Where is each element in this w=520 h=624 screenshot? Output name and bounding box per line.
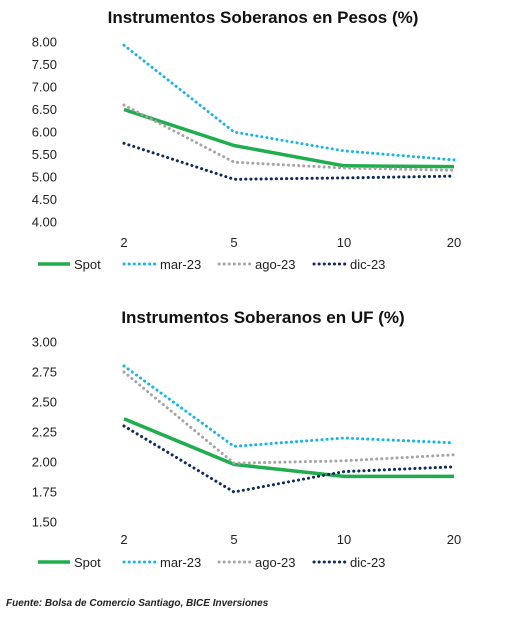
legend-label: dic-23 — [350, 257, 385, 272]
x-tick-label: 5 — [230, 532, 237, 547]
y-tick-label: 2.75 — [32, 365, 57, 380]
y-tick-label: 8.00 — [32, 35, 57, 50]
y-tick-label: 4.50 — [32, 192, 57, 207]
legend-label: ago-23 — [255, 257, 295, 272]
y-tick-label: 2.25 — [32, 425, 57, 440]
x-tick-label: 20 — [447, 235, 461, 250]
series-line-ago-23 — [122, 103, 456, 172]
legend-label: mar-23 — [160, 555, 201, 570]
y-tick-label: 1.75 — [32, 485, 57, 500]
legend-label: ago-23 — [255, 555, 295, 570]
series-line-dic-23 — [122, 424, 456, 494]
series-line-Spot — [123, 417, 454, 479]
chart-title: Instrumentos Soberanos en Pesos (%) — [108, 8, 419, 27]
x-tick-label: 10 — [337, 235, 351, 250]
y-tick-label: 4.00 — [32, 215, 57, 230]
y-tick-label: 5.00 — [32, 170, 57, 185]
series-line-mar-23 — [122, 43, 456, 162]
series-line-ago-23 — [122, 370, 456, 465]
legend-label: mar-23 — [160, 257, 201, 272]
y-tick-label: 7.00 — [32, 80, 57, 95]
series-line-Spot — [123, 107, 455, 169]
x-tick-label: 2 — [120, 235, 127, 250]
x-tick-label: 10 — [337, 532, 351, 547]
chart-title: Instrumentos Soberanos en UF (%) — [121, 308, 404, 327]
y-tick-label: 5.50 — [32, 147, 57, 162]
series-line-dic-23 — [122, 141, 456, 181]
y-tick-label: 6.50 — [32, 102, 57, 117]
legend-label: Spot — [74, 257, 101, 272]
y-tick-label: 7.50 — [32, 57, 57, 72]
x-tick-label: 2 — [120, 532, 127, 547]
legend-label: dic-23 — [350, 555, 385, 570]
y-tick-label: 2.00 — [32, 455, 57, 470]
series-line-mar-23 — [122, 364, 456, 448]
x-tick-label: 20 — [447, 532, 461, 547]
y-tick-label: 6.00 — [32, 125, 57, 140]
source-note: Fuente: Bolsa de Comercio Santiago, BICE… — [6, 598, 269, 609]
y-tick-label: 3.00 — [32, 335, 57, 350]
x-tick-label: 5 — [230, 235, 237, 250]
y-tick-label: 1.50 — [32, 515, 57, 530]
y-tick-label: 2.50 — [32, 395, 57, 410]
legend-label: Spot — [74, 555, 101, 570]
